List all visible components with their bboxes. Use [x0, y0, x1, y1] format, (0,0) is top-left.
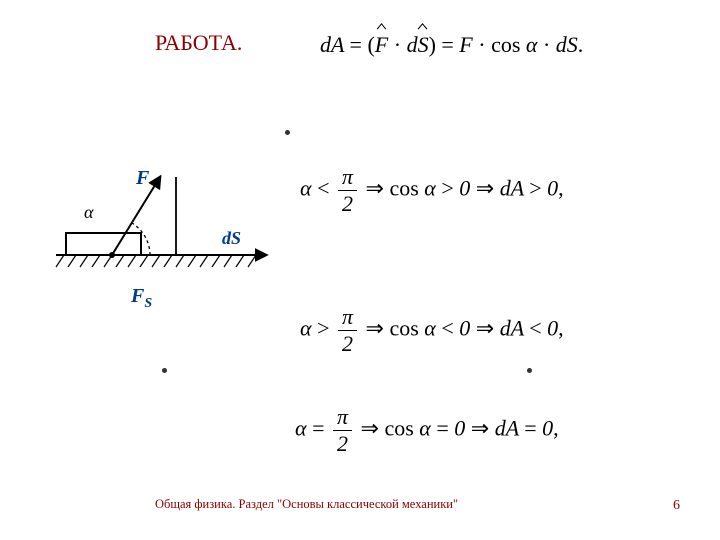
label-force: F	[136, 167, 149, 190]
case-equation-1: α < π2 ⇒ cos α > 0 ⇒ dA > 0,	[300, 165, 564, 216]
case-equation-2: α > π2 ⇒ cos α < 0 ⇒ dA < 0,	[300, 305, 564, 356]
bullet-dot	[285, 130, 290, 135]
label-displacement: dS	[222, 228, 241, 249]
bullet-dot	[527, 368, 532, 373]
work-diagram: F α dS FS	[36, 155, 286, 315]
main-equation: dA = (F · dS) = F · cos α · dS.	[320, 32, 583, 58]
page-title: РАБОТА.	[155, 30, 242, 56]
footer-text: Общая физика. Раздел "Основы классическо…	[155, 497, 458, 512]
label-projection: FS	[131, 285, 152, 312]
label-angle: α	[84, 202, 93, 223]
case-equation-3: α = π2 ⇒ cos α = 0 ⇒ dA = 0,	[295, 405, 559, 456]
vector-dS-icon: dS	[407, 32, 429, 58]
diagram-svg	[36, 155, 286, 315]
bullet-dot	[162, 368, 167, 373]
vector-F-icon: F	[375, 32, 388, 58]
page-number: 6	[673, 498, 680, 514]
